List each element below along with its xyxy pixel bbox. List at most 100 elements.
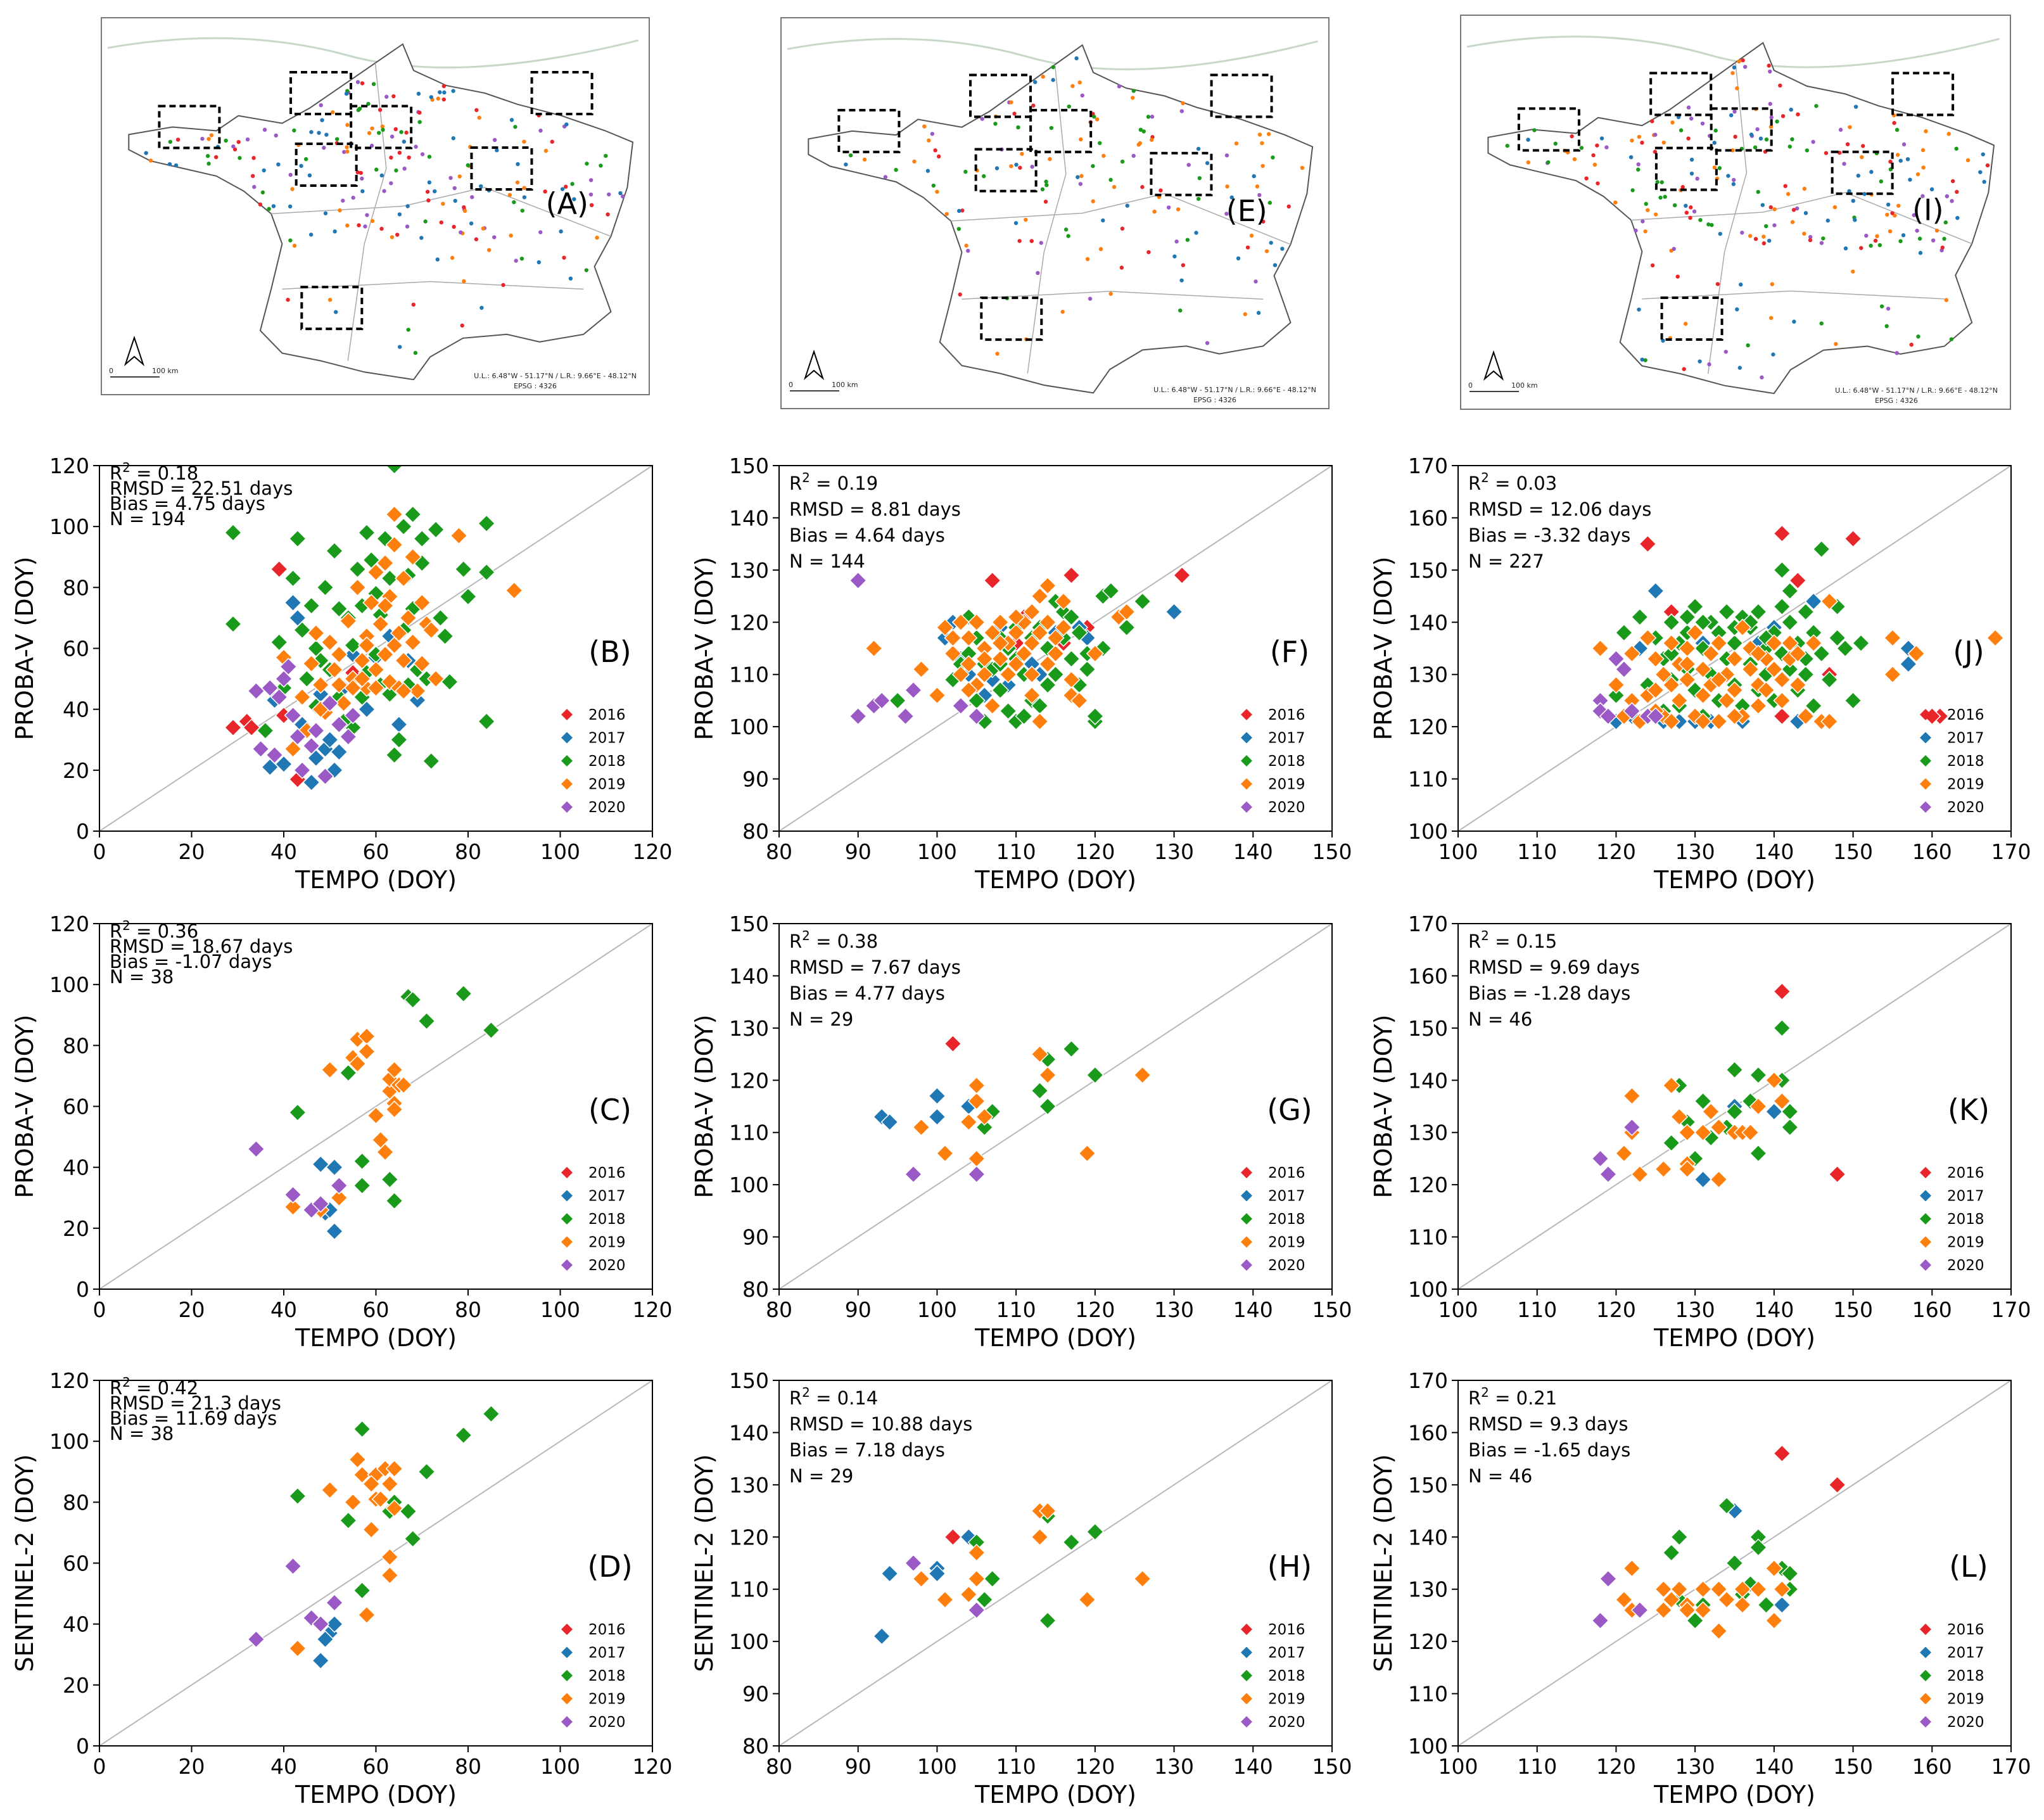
site-dot [1949,337,1954,341]
x-tick-label: 130 [1154,1297,1194,1322]
site-dot [1273,263,1278,267]
data-point-2016 [944,1034,962,1053]
study-area-box [1029,108,1093,153]
data-point-2019 [1662,634,1680,652]
y-tick-label: 120 [49,454,89,478]
data-point-2020 [288,727,307,746]
data-point-2019 [362,1520,381,1539]
scale-label: 100 km [832,381,858,389]
panel-letter: (D) [587,1550,632,1584]
site-dot [402,167,407,171]
scatter-chart-h: 80 90 100 110 120 130 140 150 80 90 100 110 120 130 14… [690,1368,1352,1809]
y-tick-label: 140 [729,1420,769,1445]
data-point-2019 [1757,681,1775,699]
data-point-2019 [983,623,1001,642]
site-dot [1739,283,1743,287]
site-dot [1172,254,1177,258]
site-dot [320,118,324,122]
data-point-2020 [247,1630,265,1648]
data-point-2019 [376,554,395,572]
legend-marker-2019 [561,1693,573,1705]
site-dot [588,192,594,197]
data-point-2020 [321,694,339,713]
site-dot [604,153,608,158]
x-tick-label: 110 [996,839,1036,864]
scale-label: 100 km [1511,381,1538,390]
site-dot [303,157,308,162]
site-dot [1041,74,1045,79]
data-point-2019 [1694,1580,1712,1598]
site-dot [1640,357,1644,362]
data-point-2018 [436,627,454,646]
panel-letter: (C) [588,1093,632,1127]
data-point-2018 [1741,613,1760,632]
site-dot [960,208,965,213]
site-dot [1101,153,1106,158]
site-dot [1553,141,1558,146]
legend-marker-2016 [561,1624,573,1635]
stat-bias: Bias = -1.28 days [1468,983,1630,1004]
legend-label-2016: 2016 [588,707,626,723]
legend-label-2016: 2016 [1268,1165,1305,1181]
site-dot [345,223,350,228]
x-tick-label: 130 [1675,1754,1715,1779]
site-dot [1834,341,1838,347]
plot-frame [1457,465,2012,832]
data-point-2019 [975,649,994,668]
data-point-2019 [330,646,348,664]
data-point-2019 [385,1460,403,1478]
y-axis-label: PROBA-V (DOY) [690,557,718,741]
site-dot [174,163,179,168]
data-point-2018 [385,1192,403,1210]
x-tick-label: 110 [996,1754,1036,1779]
site-dot [341,198,345,203]
data-point-2019 [1007,608,1025,627]
data-point-2019 [1678,670,1696,689]
y-tick-label: 130 [1408,663,1448,687]
data-point-2018 [1662,613,1680,632]
site-dot [1688,215,1692,220]
site-dot [1753,237,1758,241]
data-point-2016 [1773,983,1791,1001]
data-point-2017 [321,730,339,749]
x-tick-label: 110 [1517,839,1557,864]
site-dot [1020,151,1024,156]
site-dot [382,189,386,193]
data-point-2018 [1749,602,1767,621]
site-dot [414,144,418,149]
site-dot [1741,58,1745,63]
x-tick-label: 80 [766,1754,792,1779]
data-point-2019 [1765,1612,1783,1630]
site-dot [1764,224,1768,229]
data-point-2019 [1031,1045,1049,1064]
legend-marker-2019 [561,778,573,790]
site-dot [1965,158,1971,163]
x-axis-label: TEMPO (DOY) [1653,1324,1815,1352]
x-tick-label: 160 [1912,1297,1952,1322]
y-tick-label: 60 [63,637,89,661]
site-dot [1862,192,1867,196]
data-point-2016 [1828,1475,1846,1494]
site-dot [1650,263,1655,268]
site-dot [323,211,328,215]
data-point-2018 [298,670,316,688]
site-dot [466,163,470,168]
data-point-2018 [1031,1081,1049,1100]
site-dot [292,243,297,248]
data-point-2017 [1805,592,1823,611]
site-dot [1261,219,1266,224]
site-dot [438,90,442,94]
data-point-2019 [330,676,348,694]
site-dot [509,118,514,122]
site-dot [1955,215,1960,220]
panel-letter: (J) [1953,635,1984,669]
legend-label-2018: 2018 [1947,753,1984,770]
x-tick-label: 150 [1312,839,1352,864]
site-dot [1792,319,1796,324]
site-dot [1236,256,1241,261]
site-dot [995,352,1000,356]
data-point-2019 [960,655,978,673]
site-dot [1710,222,1714,227]
data-point-2019 [1733,1596,1752,1614]
